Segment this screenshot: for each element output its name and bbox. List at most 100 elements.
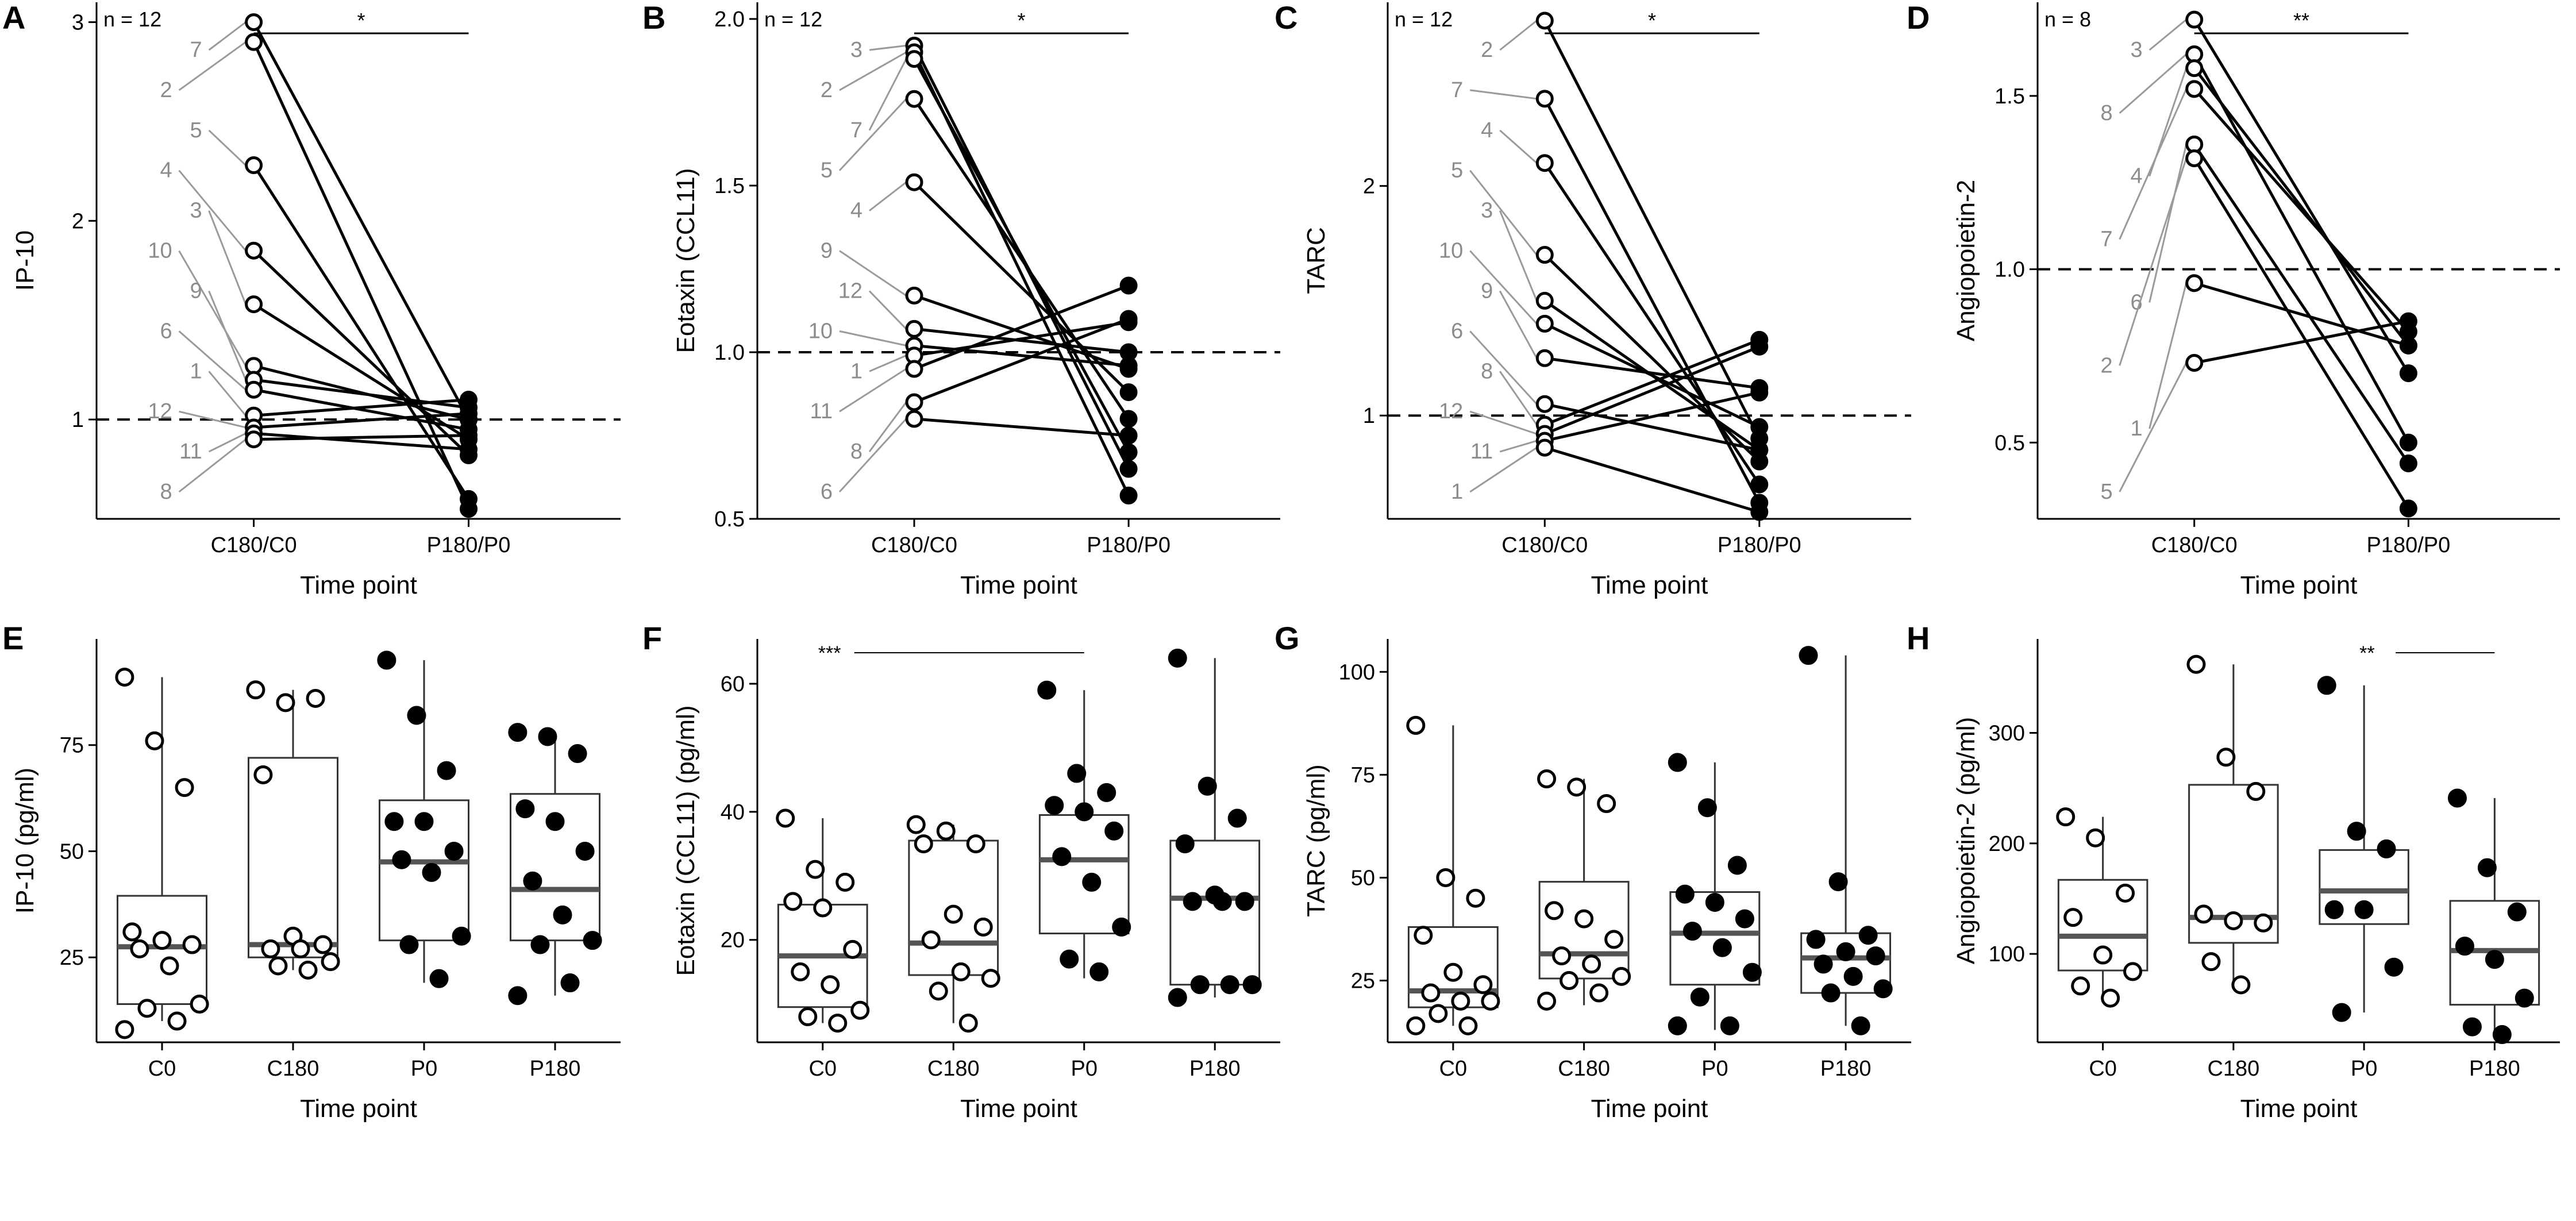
point-right — [1750, 337, 1769, 356]
y-axis-title: TARC — [1302, 227, 1330, 294]
box — [1800, 932, 1892, 994]
data-point — [1112, 917, 1131, 937]
subject-leader — [838, 418, 907, 493]
subject-line — [1544, 446, 1760, 514]
subject-leader — [1499, 440, 1537, 453]
subject-line — [252, 249, 470, 457]
panel-letter: G — [1274, 620, 1300, 656]
data-point — [914, 834, 933, 854]
data-point — [583, 931, 602, 950]
subject-leader — [2148, 283, 2188, 429]
data-point — [2056, 807, 2076, 827]
data-point — [1175, 834, 1195, 854]
subject-leader — [208, 21, 247, 51]
data-point — [813, 898, 833, 918]
data-point — [2324, 900, 2344, 919]
subject-id-label: 4 — [850, 199, 862, 223]
subject-id-label: 10 — [148, 239, 172, 263]
data-point — [821, 975, 840, 995]
point-left — [245, 295, 263, 314]
data-point — [1697, 798, 1717, 818]
data-point — [538, 727, 557, 746]
subject-leader — [839, 368, 907, 413]
data-point — [1828, 872, 1848, 892]
data-point — [298, 960, 318, 980]
point-right — [1750, 503, 1769, 521]
point-right — [460, 405, 478, 423]
y-tick-label: 3 — [72, 11, 84, 35]
y-tick-label: 2.0 — [714, 7, 745, 32]
data-point — [2332, 1003, 2351, 1022]
data-point — [437, 761, 456, 780]
point-right — [1750, 475, 1769, 494]
data-point — [291, 939, 310, 958]
data-point — [835, 872, 855, 892]
subject-id-label: 9 — [821, 239, 833, 263]
subject-leader — [1499, 20, 1538, 51]
x-tick-label: P180/P0 — [427, 533, 511, 557]
subject-id-label: 12 — [148, 399, 172, 423]
data-point — [1067, 764, 1087, 783]
data-point — [1799, 646, 1818, 665]
x-tick-label: C180 — [267, 1057, 319, 1081]
y-tick-label: 0.5 — [714, 507, 745, 531]
point-left — [245, 380, 263, 399]
subject-id-label: 11 — [179, 440, 202, 464]
point-left — [905, 319, 923, 338]
data-point — [246, 680, 265, 700]
subject-leader — [178, 250, 247, 367]
y-axis-title: Eotaxin (CCL11) — [672, 168, 700, 353]
subject-line — [1543, 98, 1761, 504]
point-left — [2185, 149, 2204, 168]
data-point — [2384, 957, 2404, 977]
y-tick-label: 1 — [72, 408, 84, 432]
point-left — [2185, 353, 2204, 372]
point-left — [1535, 438, 1554, 457]
subject-line — [253, 412, 469, 429]
box — [2188, 784, 2279, 944]
subject-line — [253, 398, 469, 417]
data-point — [1858, 926, 1878, 945]
point-left — [905, 393, 923, 411]
box — [1169, 839, 1261, 986]
panel-B: B 0.5 1.0 1.5 2.0 Eotaxin (CCL11) Time pointC1… — [642, 0, 1280, 599]
point-right — [2399, 433, 2417, 452]
data-point — [1406, 715, 1426, 735]
x-tick-label: P0 — [1701, 1057, 1728, 1081]
data-point — [167, 1011, 187, 1031]
subject-line — [914, 327, 1129, 354]
subject-id-label: 3 — [2131, 38, 2143, 62]
y-tick-label: 25 — [60, 946, 84, 970]
data-point — [1604, 930, 1624, 949]
data-point — [1466, 888, 1485, 908]
data-point — [1612, 966, 1631, 986]
subject-leader — [868, 290, 907, 330]
y-tick-label: 2 — [72, 209, 84, 233]
point-left — [245, 13, 263, 32]
point-right — [1119, 443, 1138, 461]
significance-label: * — [357, 9, 365, 32]
subject-id-label: 9 — [1481, 279, 1493, 303]
y-tick-label: 50 — [1351, 866, 1375, 890]
data-point — [1582, 954, 1601, 974]
data-point — [2116, 883, 2135, 903]
data-point — [568, 744, 587, 764]
significance-label: * — [1018, 9, 1026, 32]
data-point — [1873, 979, 1893, 999]
data-point — [1443, 962, 1463, 982]
data-point — [1220, 975, 1239, 995]
data-point — [2086, 828, 2105, 848]
subject-line — [2193, 157, 2410, 510]
y-tick-label: 20 — [721, 929, 745, 953]
data-point — [1451, 991, 1470, 1011]
panel-letter: E — [2, 620, 24, 656]
data-point — [776, 808, 795, 828]
x-axis-title: Time point — [1591, 1095, 1708, 1123]
data-point — [414, 812, 434, 831]
subject-id-label: 1 — [850, 359, 862, 383]
significance-label: * — [1648, 9, 1656, 32]
data-point — [1668, 753, 1687, 772]
data-point — [1235, 892, 1254, 911]
y-tick-label: 2 — [1363, 175, 1375, 199]
subject-leader — [1470, 89, 1537, 100]
